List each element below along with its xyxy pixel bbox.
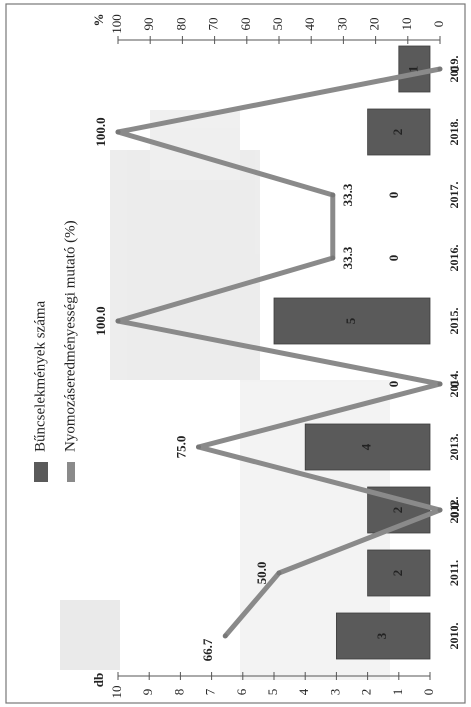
bar (398, 45, 431, 93)
category-label: 2018. (447, 119, 461, 146)
line-value-label: 0.0 (447, 502, 462, 518)
category-label: 2017. (447, 182, 461, 209)
category-label: 2016. (447, 245, 461, 272)
bar (273, 297, 431, 345)
db-axis-tick-label: 3 (327, 689, 342, 696)
line-point (115, 129, 121, 135)
line-value-label: 33.3 (340, 246, 355, 269)
db-axis-tick-label: 5 (265, 689, 280, 696)
pct-axis-tick-label: 70 (206, 18, 221, 31)
bar (335, 612, 431, 660)
category-label: 2012. (447, 497, 461, 524)
data-labels: 3 2 2 4 0 5 0 0 2 1 66.7 50.0 0.0 75.0 0 100.0 33.3 33.3 1… (93, 66, 462, 662)
line-point (115, 318, 121, 324)
db-axis-title: db (91, 673, 106, 687)
pct-axis-tick-label: 80 (173, 18, 188, 31)
line-value-label: 0 (447, 66, 462, 73)
bar (367, 108, 431, 156)
line-value-label: 66.7 (200, 638, 215, 661)
bar-value-label: 2 (390, 507, 405, 514)
bar-value-label: 1 (405, 66, 420, 73)
line-point (330, 255, 336, 261)
category-label: 2014. (447, 371, 461, 398)
db-axis-tick-label: 9 (140, 689, 155, 696)
line-series (115, 66, 443, 639)
pct-axis-tick-label: 40 (302, 18, 317, 31)
pct-axis-tick-label: 50 (270, 18, 285, 31)
category-label: 2010. (447, 623, 461, 650)
line-value-label: 50.0 (254, 562, 269, 585)
pct-axis-tick-label: 90 (141, 18, 156, 31)
category-label: 2015. (447, 308, 461, 335)
line-value-label: 100.0 (93, 306, 108, 335)
pct-axis-tick-label: 30 (334, 18, 349, 31)
legend-swatch-line (67, 462, 75, 482)
bar-value-label: 2 (390, 570, 405, 577)
db-axis-tick-label: 4 (296, 688, 311, 695)
pct-axis-tick-label: 20 (367, 18, 382, 31)
db-axis-tick-label: 6 (234, 688, 249, 695)
pct-axis-tick-label: 10 (399, 18, 414, 31)
legend-label-bar: Bűncselekmények száma (32, 300, 48, 452)
bar (304, 423, 431, 471)
line-value-label: 33.3 (340, 183, 355, 206)
db-axis-tick-label: 2 (359, 689, 374, 696)
line-point (276, 570, 282, 576)
bar-value-label: 4 (359, 443, 374, 450)
bar-value-label: 0 (386, 381, 401, 388)
bar (367, 549, 431, 597)
pct-axis-tick-label: 60 (238, 17, 253, 30)
db-axis-tick-label: 10 (109, 686, 124, 699)
line-point (437, 381, 443, 387)
db-axis-tick-label: 7 (203, 688, 218, 695)
legend-label-line: Nyomozáseredményességi mutató (%) (62, 220, 78, 452)
legend: Bűncselekmények száma Nyomozáseredményess… (32, 220, 78, 482)
bar-value-label: 2 (390, 129, 405, 136)
line-point (437, 507, 443, 513)
bar-value-label: 5 (343, 317, 358, 324)
db-axis-tick-label: 1 (390, 689, 405, 696)
db-axis-tick-label: 0 (421, 689, 436, 696)
line-value-label: 0 (447, 381, 462, 388)
pct-axis-tick-label: 100 (109, 14, 124, 34)
bar-value-label: 0 (386, 192, 401, 199)
line-point (222, 633, 228, 639)
category-label: 2013. (447, 434, 461, 461)
line-value-label: 100.0 (93, 117, 108, 146)
pct-axis-tick-label: 0 (431, 21, 446, 28)
db-axis-tick-label: 8 (171, 689, 186, 696)
bar-value-label: 0 (386, 255, 401, 262)
category-label: 2019. (447, 56, 461, 83)
line-point (196, 444, 201, 450)
line-path (115, 66, 443, 638)
category-label: 2011. (447, 560, 461, 586)
line-point (330, 192, 336, 198)
axes: 012345678910db0102030405060708090100%201… (91, 14, 461, 699)
line-value-label: 75.0 (173, 436, 188, 459)
bar-value-label: 3 (374, 632, 389, 639)
legend-swatch-bar (34, 462, 48, 482)
pct-axis-title: % (91, 14, 106, 27)
line-point (437, 66, 443, 72)
